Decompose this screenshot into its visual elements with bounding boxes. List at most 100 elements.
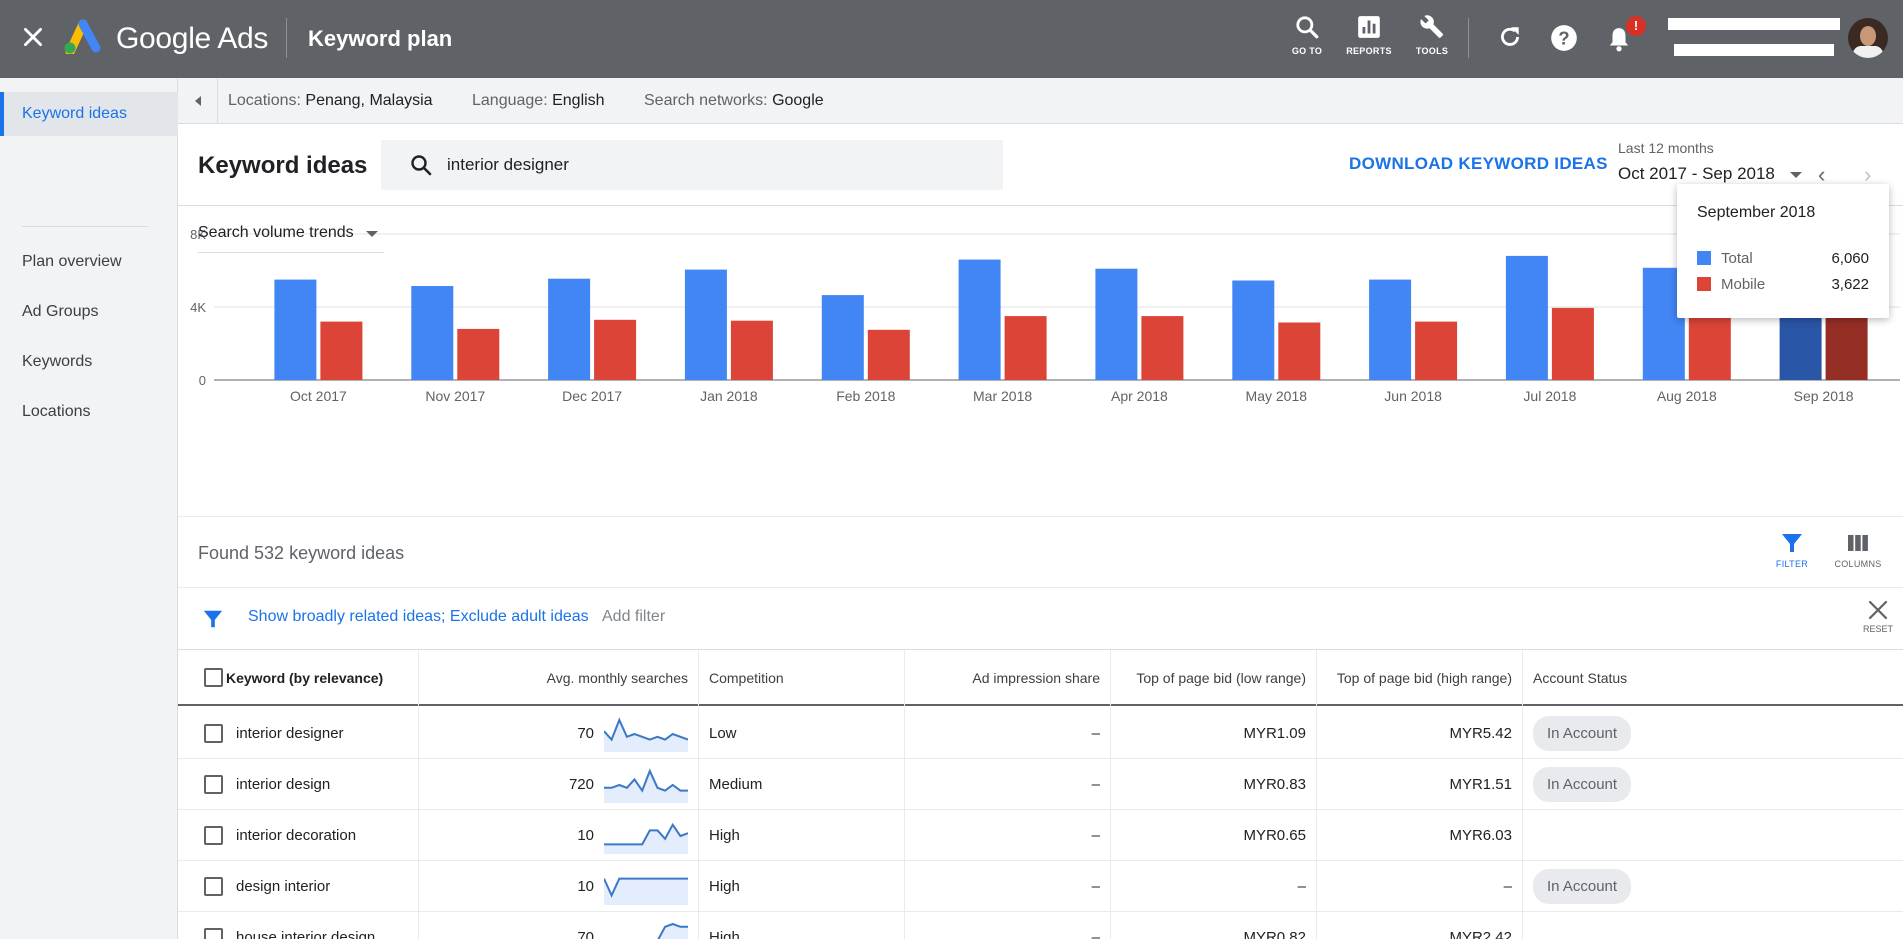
row-checkbox[interactable] — [204, 928, 223, 939]
notifications-icon[interactable] — [1606, 26, 1632, 52]
bid-high-cell-text: MYR5.42 — [1449, 725, 1512, 742]
date-range-select[interactable]: Oct 2017 - Sep 2018 — [1618, 164, 1775, 183]
bar-mobile — [1141, 316, 1184, 380]
filter-button[interactable]: FILTER — [1762, 531, 1822, 569]
row-checkbox[interactable] — [204, 724, 223, 743]
collapse-sidebar-button[interactable] — [178, 78, 218, 124]
trend-sparkline — [604, 822, 688, 854]
legend-swatch-total — [1697, 251, 1711, 265]
trend-sparkline — [657, 922, 688, 939]
networks-filter[interactable]: Search networks: Google — [644, 92, 824, 110]
table-row[interactable]: interior decoration 10 High – MYR0.65 MYR6.03 — [178, 810, 1903, 861]
competition-cell-text: Low — [709, 725, 737, 742]
results-count: Found 532 keyword ideas — [198, 543, 405, 563]
bar-total — [684, 269, 727, 380]
keyword-search-box[interactable] — [381, 140, 1003, 190]
table-row[interactable]: house interior design 70 High – MYR0.82 MYR2.… — [178, 912, 1903, 939]
bid-low-cell: MYR1.09 — [1111, 708, 1317, 759]
chart-tooltip: September 2018 Total 6,060 Mobile 3,622 — [1677, 184, 1889, 318]
x-tick-label: Mar 2018 — [973, 388, 1032, 404]
row-checkbox[interactable] — [204, 826, 223, 845]
column-header-bid-high[interactable]: Top of page bid (high range) — [1317, 650, 1523, 706]
filter-label: FILTER — [1775, 559, 1809, 569]
sidebar-item-locations[interactable]: Locations — [22, 403, 91, 420]
download-keyword-ideas-button[interactable]: DOWNLOAD KEYWORD IDEAS — [1349, 154, 1608, 173]
column-header-bid-low[interactable]: Top of page bid (low range) — [1111, 650, 1317, 706]
chevron-down-icon[interactable] — [1790, 172, 1802, 178]
x-tick-label: Feb 2018 — [836, 388, 895, 404]
x-tick-label: Dec 2017 — [562, 388, 622, 404]
tooltip-title: September 2018 — [1697, 204, 1816, 221]
table-row[interactable]: design interior 10 High – – – In Account — [178, 861, 1903, 912]
column-header-keyword[interactable]: Keyword (by relevance) — [216, 650, 419, 706]
help-icon[interactable]: ? — [1550, 24, 1578, 52]
sidebar-item-keyword-ideas[interactable]: Keyword ideas — [0, 92, 178, 136]
tools-button[interactable]: TOOLS — [1397, 14, 1467, 56]
bar-total — [958, 259, 1001, 380]
x-tick-label: Aug 2018 — [1657, 388, 1717, 404]
search-volume-chart: 0 4K 8K Oct 2017 Nov 2017 Dec 2017 Jan 2018 Feb… — [178, 206, 1903, 516]
chevron-down-icon — [366, 231, 378, 237]
refresh-icon[interactable] — [1497, 24, 1523, 50]
bid-high-cell: MYR5.42 — [1317, 708, 1523, 759]
y-tick-label: 8K — [190, 227, 206, 242]
chevron-right-icon[interactable]: › — [1864, 162, 1872, 187]
bid-low-cell-text: – — [1297, 878, 1306, 895]
account-status-cell: In Account — [1523, 759, 1903, 810]
goto-button[interactable]: GO TO — [1272, 14, 1342, 56]
locations-filter[interactable]: Locations: Penang, Malaysia — [228, 92, 433, 110]
table-row[interactable]: interior design 720 Medium – MYR0.83 MYR1.51 I… — [178, 759, 1903, 810]
avatar[interactable] — [1848, 18, 1888, 58]
column-header-searches[interactable]: Avg. monthly searches — [419, 650, 699, 706]
bid-high-cell: MYR6.03 — [1317, 810, 1523, 861]
bid-low-cell: MYR0.83 — [1111, 759, 1317, 810]
bid-high-cell-text: MYR2.42 — [1449, 929, 1512, 939]
columns-button[interactable]: COLUMNS — [1828, 531, 1888, 569]
competition-cell: High — [699, 912, 905, 939]
sidebar-item-plan-overview[interactable]: Plan overview — [22, 253, 122, 270]
page-title: Keyword ideas — [198, 152, 368, 179]
keyword-cell: house interior design — [216, 912, 419, 939]
active-filter-chip[interactable]: Show broadly related ideas; Exclude adul… — [248, 608, 589, 625]
account-status-cell: In Account — [1523, 708, 1903, 759]
column-header-competition[interactable]: Competition — [699, 650, 905, 706]
select-all-checkbox[interactable] — [204, 668, 223, 687]
add-filter-button[interactable]: Add filter — [602, 608, 666, 625]
searches-cell-text: 10 — [577, 878, 594, 895]
keyword-cell-text: interior designer — [236, 725, 344, 742]
row-checkbox[interactable] — [204, 877, 223, 896]
searches-cell-text: 70 — [577, 725, 594, 742]
x-tick-label: Oct 2017 — [290, 388, 347, 404]
bid-high-cell: – — [1317, 861, 1523, 912]
keyword-ideas-header: Keyword ideas DOWNLOAD KEYWORD IDEAS Las… — [178, 124, 1903, 206]
trend-sparkline — [604, 716, 688, 752]
reset-filters-button[interactable]: RESET — [1858, 598, 1898, 634]
row-checkbox[interactable] — [204, 775, 223, 794]
keyword-cell-text: design interior — [236, 878, 331, 895]
bar-total — [821, 295, 864, 380]
close-icon — [1868, 600, 1888, 620]
reports-button[interactable]: REPORTS — [1334, 14, 1404, 56]
column-header-account-status[interactable]: Account Status — [1533, 670, 1628, 686]
bar-mobile — [594, 319, 637, 380]
table-row[interactable]: interior designer 70 Low – MYR1.09 MYR5.42 In … — [178, 708, 1903, 759]
language-filter[interactable]: Language: English — [472, 92, 605, 110]
tooltip-value-total: 6,060 — [1831, 250, 1869, 267]
close-icon[interactable] — [20, 24, 46, 50]
impression-share-cell: – — [905, 912, 1111, 939]
keyword-ideas-table: Keyword (by relevance) Avg. monthly sear… — [178, 650, 1903, 939]
account-status-cell — [1523, 810, 1903, 861]
tooltip-label-mobile: Mobile — [1721, 276, 1766, 293]
reset-label: RESET — [1862, 624, 1893, 634]
chevron-left-icon[interactable]: ‹ — [1818, 162, 1826, 187]
column-header-impression-share[interactable]: Ad impression share — [905, 650, 1111, 706]
keyword-search-input[interactable] — [447, 152, 967, 178]
account-status-cell: In Account — [1523, 861, 1903, 912]
impression-share-cell: – — [905, 810, 1111, 861]
chart-type-select[interactable]: Search volume trends — [198, 224, 384, 253]
sidebar-item-ad-groups[interactable]: Ad Groups — [22, 303, 99, 320]
x-tick-label: Sep 2018 — [1794, 388, 1854, 404]
tooltip-label-total: Total — [1721, 250, 1753, 267]
language-value: English — [552, 92, 605, 109]
sidebar-item-keywords[interactable]: Keywords — [22, 353, 93, 370]
